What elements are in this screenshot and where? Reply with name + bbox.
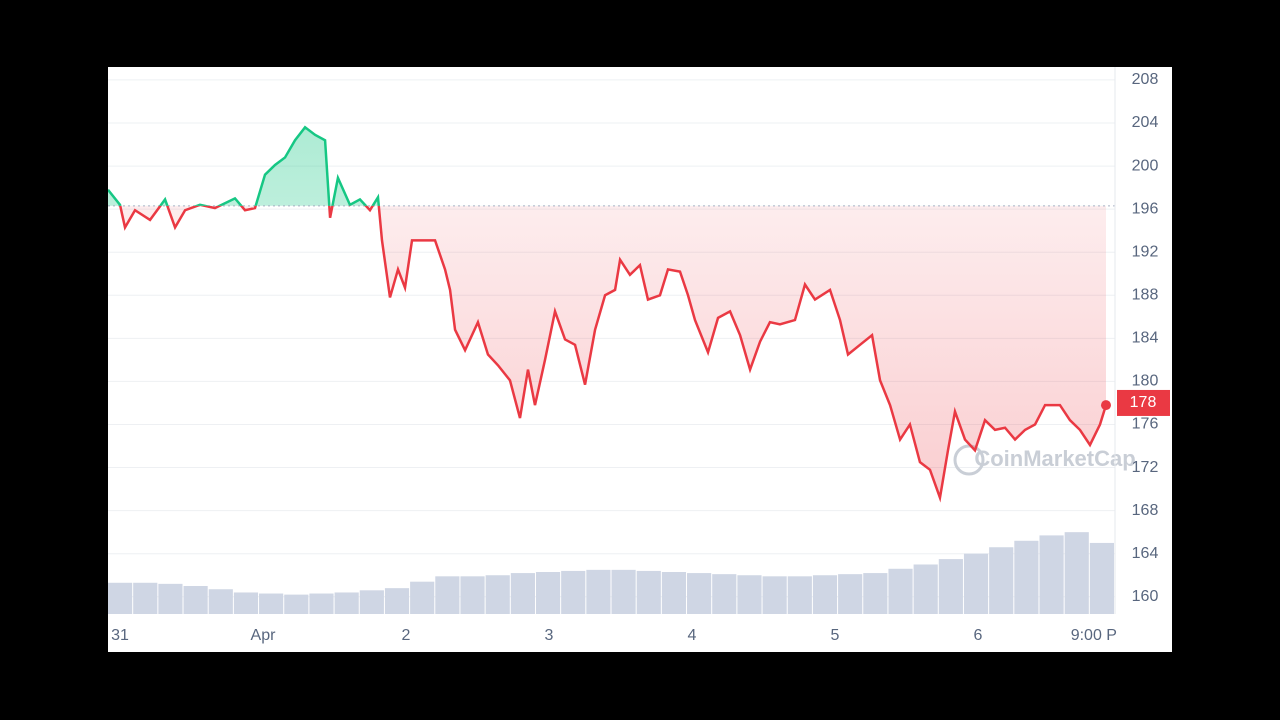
volume-bar [787, 576, 812, 614]
volume-bar [863, 573, 888, 614]
volume-bar [712, 574, 737, 614]
x-tick-label: 2 [402, 627, 411, 644]
volume-bar [259, 593, 284, 614]
y-tick-label: 180 [1132, 373, 1159, 390]
volume-bar [233, 592, 259, 614]
volume-bar [410, 581, 435, 614]
volume-bar [737, 575, 762, 614]
x-tick-label: 9:00 P [1071, 627, 1117, 644]
volume-bar [183, 586, 208, 614]
y-tick-label: 196 [1132, 200, 1159, 217]
volume-bar [309, 593, 334, 614]
area-down [108, 205, 1106, 498]
volume-bar [963, 553, 989, 614]
x-tick-label: 3 [545, 627, 554, 644]
volume-bar [661, 572, 687, 614]
watermark-logo [953, 444, 985, 476]
volume-bar [1014, 540, 1039, 614]
x-tick-label: 31 [111, 627, 129, 644]
price-tag-label: 178 [1130, 394, 1157, 411]
volume-bar [510, 573, 535, 614]
y-tick-label: 160 [1132, 588, 1159, 605]
y-tick-label: 172 [1132, 459, 1159, 476]
y-tick-label: 192 [1132, 243, 1159, 260]
volume-bar [359, 590, 384, 614]
y-tick-label: 184 [1132, 330, 1159, 347]
volume-bar [938, 559, 963, 614]
volume-bar [636, 570, 661, 614]
volume-bar [888, 568, 913, 614]
y-tick-label: 204 [1132, 114, 1159, 131]
watermark: CoinMarketCap [974, 446, 1135, 471]
last-point [1100, 400, 1111, 411]
volume-bar [913, 564, 938, 614]
y-tick-label: 208 [1132, 71, 1159, 88]
volume-bar [989, 547, 1014, 614]
volume-bar [133, 582, 158, 614]
x-tick-label: 4 [688, 627, 697, 644]
volume-bar [812, 575, 838, 614]
volume-bar [435, 576, 460, 614]
y-tick-label: 168 [1132, 502, 1159, 519]
volume-bar [108, 582, 133, 614]
volume-bar [1039, 535, 1064, 614]
volume-bar [158, 583, 183, 614]
volume-bar [208, 589, 233, 614]
x-tick-label: Apr [251, 627, 277, 644]
price-line-up [108, 125, 381, 206]
y-tick-label: 200 [1132, 157, 1159, 174]
volume-bar [561, 570, 586, 614]
x-tick-label: 5 [831, 627, 840, 644]
volume-bar [1064, 532, 1089, 614]
volume-bar [334, 592, 359, 614]
price-line-down [118, 205, 1108, 503]
area-up [108, 127, 379, 206]
y-tick-label: 176 [1132, 416, 1159, 433]
volume-bar [838, 574, 863, 614]
volume-bar [762, 576, 787, 614]
y-tick-label: 188 [1132, 286, 1159, 303]
volume-bar [687, 573, 712, 614]
volume-bar [1089, 542, 1114, 614]
x-tick-label: 6 [974, 627, 983, 644]
price-tag [1117, 389, 1170, 416]
volume-bar [611, 569, 636, 614]
volume-bar [485, 575, 510, 614]
y-tick-label: 164 [1132, 545, 1159, 562]
volume-bar [586, 569, 611, 614]
volume-bar [460, 576, 485, 614]
volume-bar [384, 588, 410, 614]
volume-bar [284, 594, 309, 614]
volume-bar [535, 572, 561, 614]
